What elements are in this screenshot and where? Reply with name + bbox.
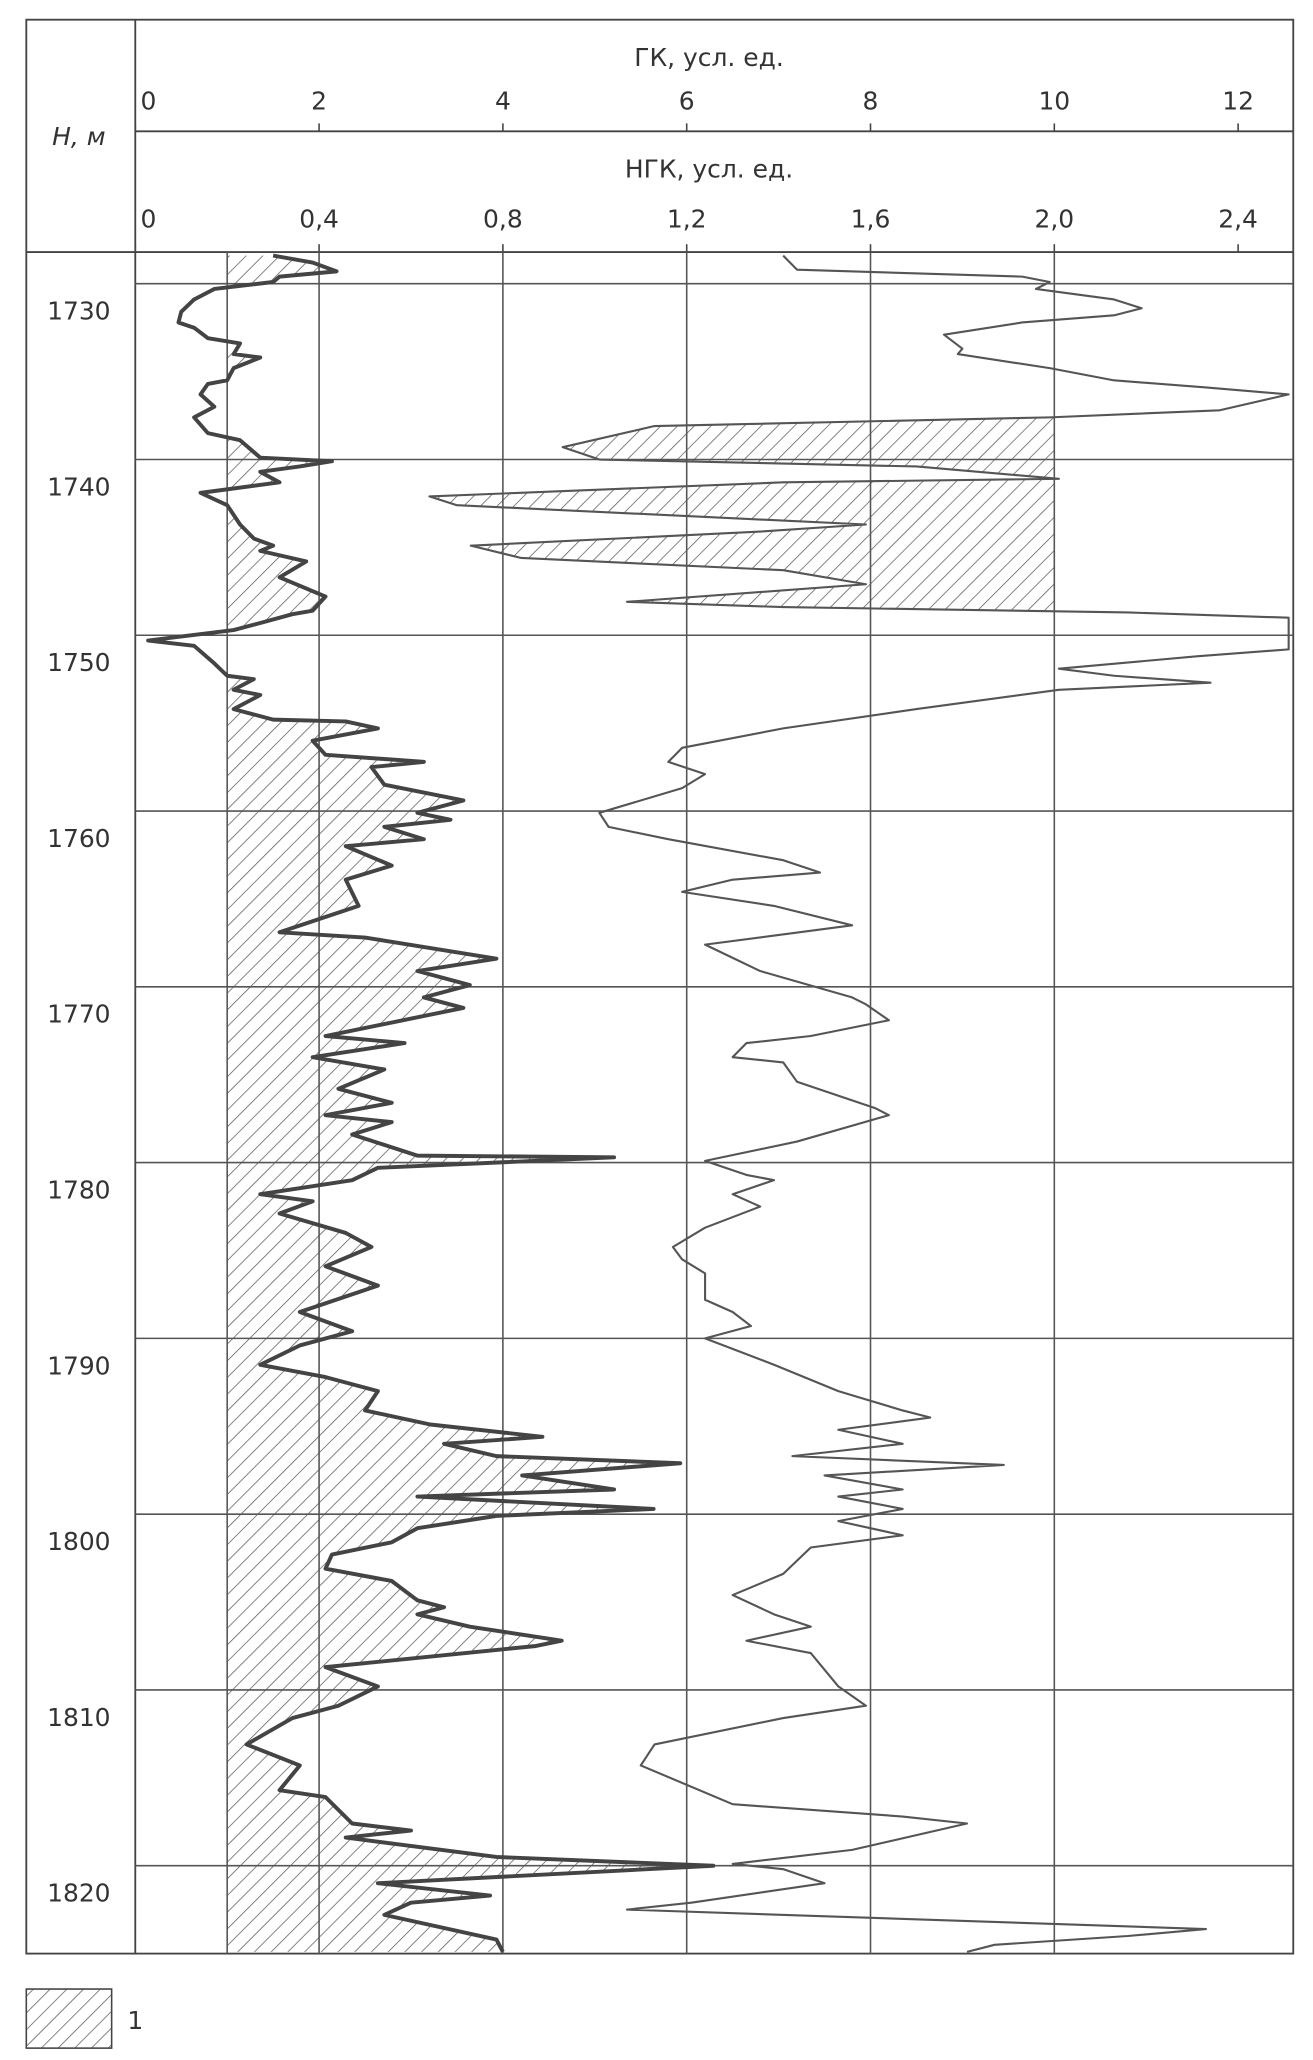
ngk-axis-label: НГК, усл. ед. — [625, 155, 793, 184]
hatch-area — [227, 255, 714, 1952]
x-tick-label: 2,0 — [1034, 205, 1074, 234]
legend-swatch — [25, 1988, 113, 2049]
y-tick-label: 1790 — [47, 1351, 110, 1380]
x-tick-label: 0 — [140, 205, 156, 234]
x-tick-label: 0 — [140, 86, 156, 115]
y-tick-label: 1770 — [47, 1000, 110, 1029]
y-tick-label: 1820 — [47, 1879, 110, 1908]
y-tick-label: 1780 — [47, 1175, 110, 1204]
depth-axis-label: H, м — [52, 122, 105, 151]
hatch-area — [429, 415, 1055, 618]
x-tick-label: 8 — [863, 86, 879, 115]
x-tick-label: 10 — [1038, 86, 1070, 115]
y-tick-label: 1740 — [47, 472, 110, 501]
legend-label: 1 — [127, 2006, 143, 2035]
plot-area — [135, 252, 1294, 1954]
x-tick-label: 12 — [1222, 86, 1254, 115]
x-tick-label: 2 — [311, 86, 327, 115]
x-tick-label: 1,2 — [667, 205, 707, 234]
y-tick-label: 1760 — [47, 824, 110, 853]
log-curve — [428, 254, 1290, 1953]
x-tick-label: 1,6 — [851, 205, 891, 234]
log-curve — [146, 253, 716, 1953]
y-tick-label: 1730 — [47, 297, 110, 326]
x-tick-label: 0,4 — [299, 205, 339, 234]
y-tick-label: 1810 — [47, 1703, 110, 1732]
x-tick-label: 6 — [679, 86, 695, 115]
y-tick-label: 1800 — [47, 1527, 110, 1556]
x-tick-label: 2,4 — [1218, 205, 1258, 234]
x-tick-label: 0,8 — [483, 205, 523, 234]
x-tick-label: 4 — [495, 86, 511, 115]
y-tick-label: 1750 — [47, 648, 110, 677]
gk-axis-label: ГК, усл. ед. — [634, 43, 784, 72]
